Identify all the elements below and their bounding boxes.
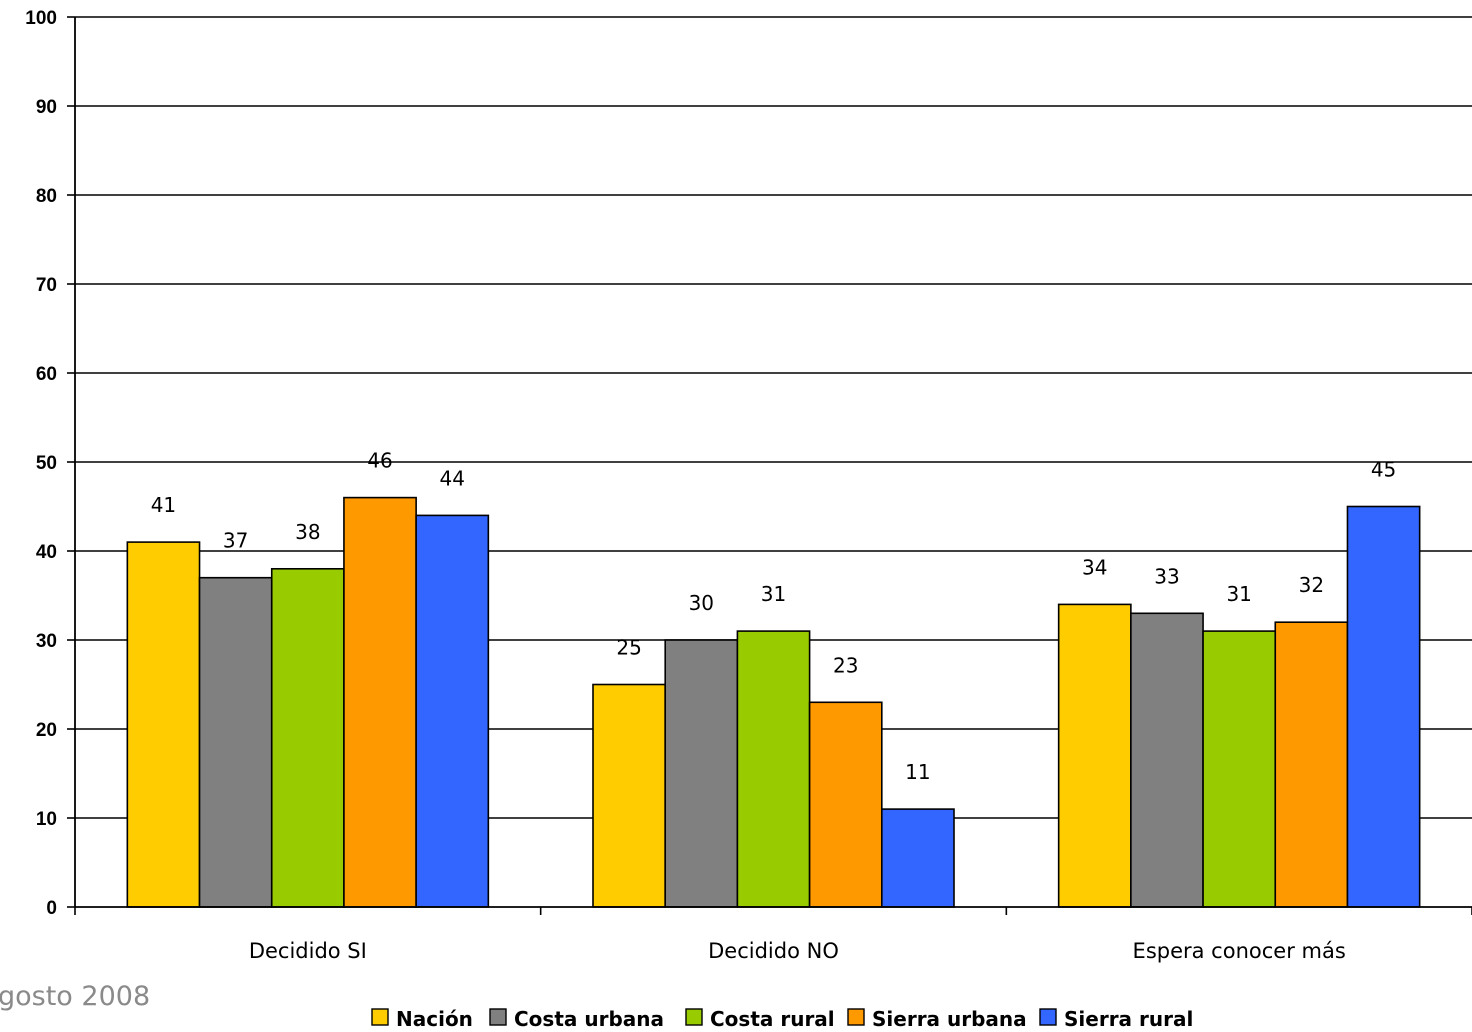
bar-sierra-urbana-1 — [343, 496, 417, 908]
bar-sierra-rural-3 — [1346, 505, 1421, 908]
bar-costa-urbana-1 — [198, 576, 273, 908]
data-label: 44 — [440, 466, 465, 490]
y-tick-label: 60 — [36, 364, 57, 385]
bars — [126, 496, 1421, 908]
y-tick-label: 40 — [36, 542, 57, 563]
y-tick-label: 50 — [36, 453, 57, 474]
data-label: 34 — [1082, 555, 1107, 579]
legend-swatch — [685, 1008, 703, 1026]
y-tick-label: 0 — [46, 898, 57, 919]
data-label: 31 — [761, 582, 786, 606]
data-label: 31 — [1226, 582, 1251, 606]
data-label: 38 — [295, 520, 320, 544]
legend-label: Costa urbana — [514, 1007, 664, 1031]
legend-label: Nación — [396, 1007, 473, 1031]
legend: Nación Costa urbana Costa rural Sierra urba… — [371, 1007, 1193, 1031]
data-label: 41 — [151, 493, 176, 517]
data-label: 23 — [833, 653, 858, 677]
bar-sierra-rural-1 — [415, 514, 490, 908]
y-tick-label: 100 — [25, 8, 57, 29]
data-label: 33 — [1154, 564, 1179, 588]
bar-nación-1 — [126, 541, 201, 908]
data-label: 45 — [1371, 458, 1396, 482]
y-tick-label: 80 — [36, 186, 57, 207]
legend-label: Sierra rural — [1064, 1007, 1193, 1031]
legend-label: Sierra urbana — [872, 1007, 1027, 1031]
y-tick-label: 90 — [36, 97, 57, 118]
data-label: 37 — [223, 529, 248, 553]
bar-costa-urbana-3 — [1130, 612, 1204, 908]
bar-nación-3 — [1057, 603, 1132, 908]
corner-note: gosto 2008 — [0, 981, 150, 1012]
legend-swatch — [847, 1008, 865, 1026]
bar-nación-2 — [592, 683, 666, 908]
data-labels: 41 37 38 46 44 25 30 31 23 11 34 33 31 32 45 — [151, 449, 1397, 784]
x-tick-label: Espera conocer más — [1133, 939, 1346, 963]
axes: 0 10 20 30 40 50 60 70 80 90 100 Decidido SI Decidid… — [25, 8, 1472, 963]
y-tick-label: 30 — [36, 631, 57, 652]
data-label: 25 — [616, 636, 641, 660]
legend-label: Costa rural — [710, 1007, 835, 1031]
y-tick-label: 20 — [36, 720, 57, 741]
bar-sierra-urbana-3 — [1274, 621, 1349, 908]
legend-swatch — [1039, 1008, 1057, 1026]
bar-sierra-urbana-2 — [808, 701, 883, 908]
y-tick-label: 70 — [36, 275, 57, 296]
x-tick-label: Decidido SI — [249, 939, 367, 963]
legend-swatch — [489, 1008, 507, 1026]
data-label: 30 — [689, 591, 714, 615]
data-label: 46 — [367, 449, 392, 473]
data-label: 32 — [1299, 573, 1324, 597]
x-tick-label: Decidido NO — [708, 939, 839, 963]
legend-swatch — [371, 1008, 389, 1026]
y-tick-label: 10 — [36, 809, 57, 830]
data-label: 11 — [905, 760, 930, 784]
bar-costa-rural-3 — [1202, 630, 1277, 908]
bar-costa-rural-1 — [270, 567, 345, 908]
bar-costa-urbana-2 — [664, 639, 739, 908]
bar-costa-rural-2 — [736, 630, 811, 908]
bar-sierra-rural-2 — [880, 808, 955, 908]
